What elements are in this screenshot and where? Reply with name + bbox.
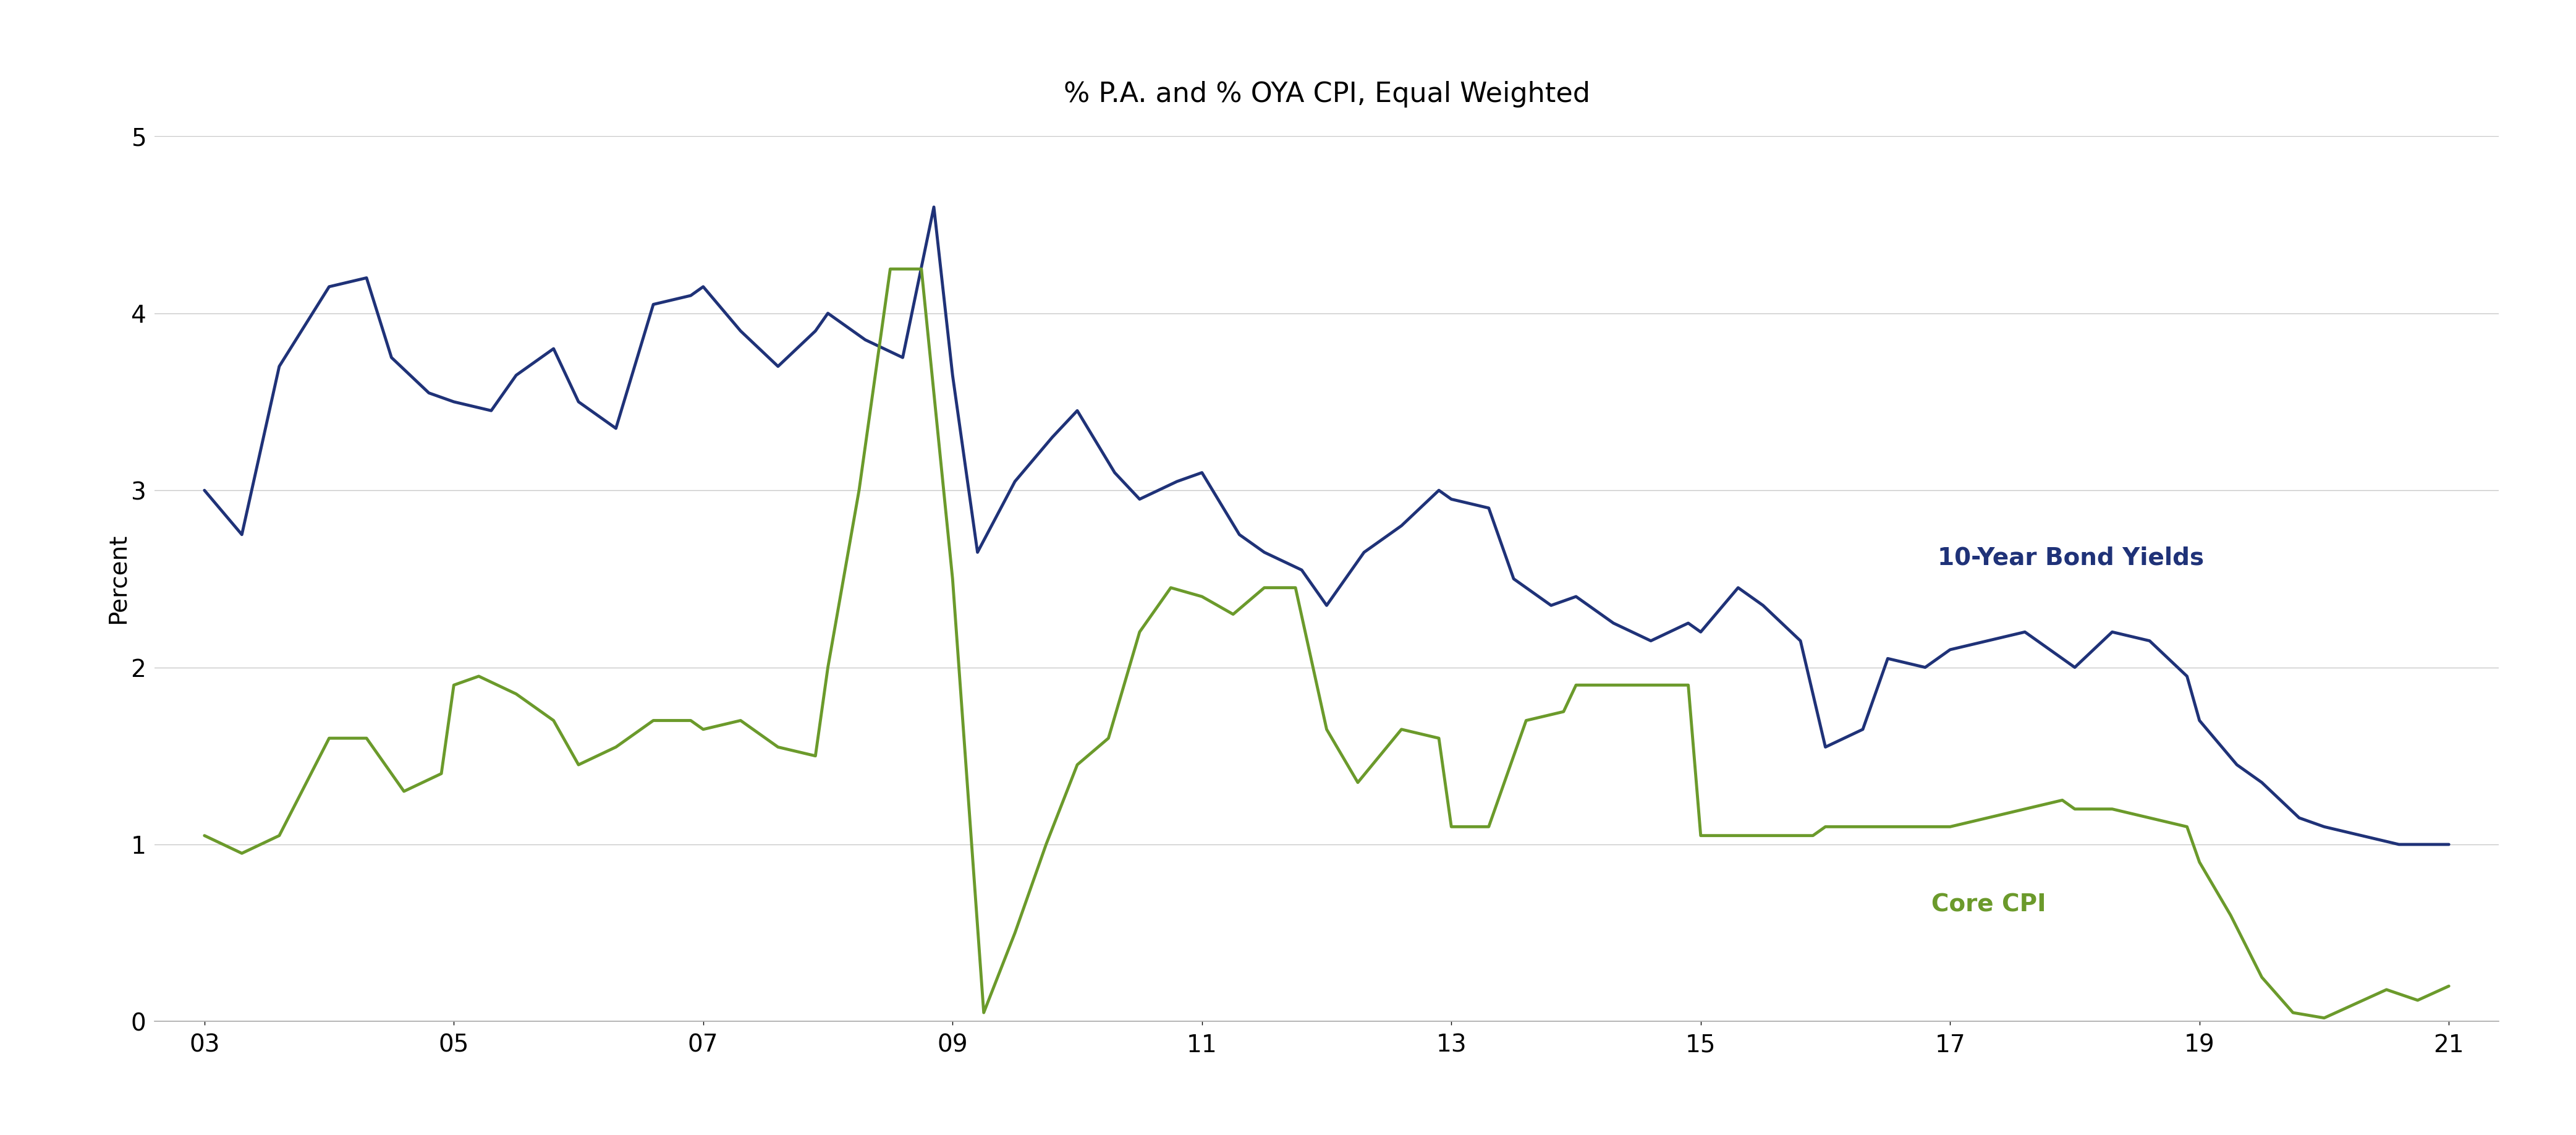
- Text: 10-Year Bond Yields: 10-Year Bond Yields: [1937, 546, 2205, 570]
- Y-axis label: Percent: Percent: [106, 533, 129, 624]
- Title: % P.A. and % OYA CPI, Equal Weighted: % P.A. and % OYA CPI, Equal Weighted: [1064, 81, 1589, 108]
- Text: Core CPI: Core CPI: [1932, 893, 2045, 917]
